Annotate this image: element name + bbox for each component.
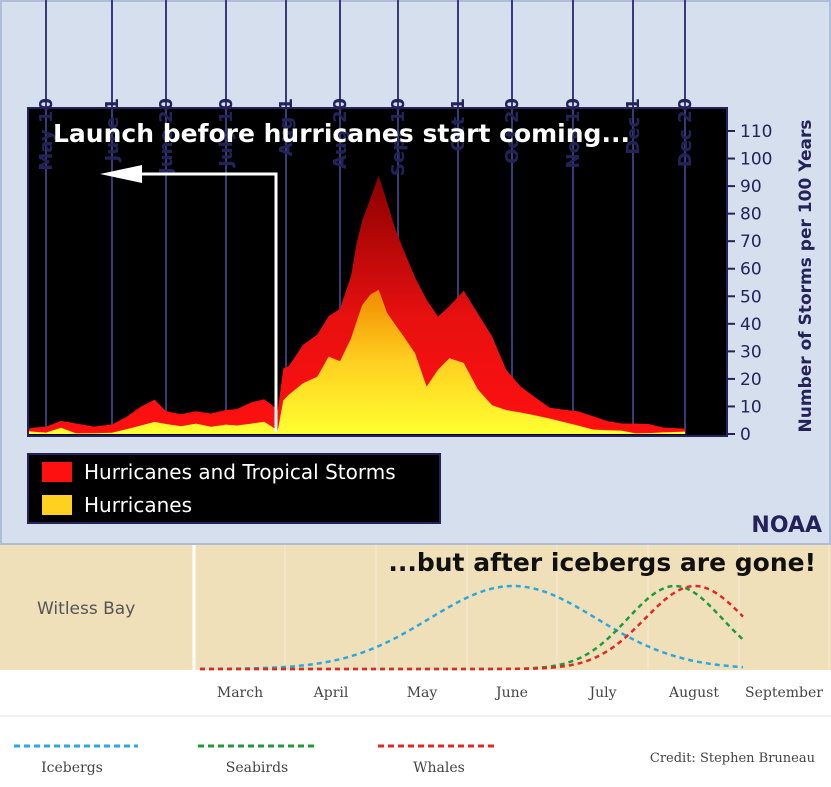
date-tick-label: Dec 1 [623, 98, 644, 155]
y-tick-label: 0 [740, 425, 751, 445]
month-label: September [745, 685, 823, 701]
legend-swatch-storms [42, 462, 72, 482]
area-storms [29, 175, 685, 434]
month-label: June [494, 685, 528, 701]
bruneau-credit: Credit: Stephen Bruneau [650, 751, 815, 766]
y-tick-label: 30 [740, 342, 762, 362]
date-tick-label: June 20 [156, 98, 177, 176]
date-gridlines [45, 0, 686, 434]
y-tick-label: 110 [740, 122, 772, 142]
date-tick-label: Oct 20 [502, 98, 523, 164]
legend-label-icebergs: Icebergs [41, 760, 103, 776]
y-tick-label: 20 [740, 370, 762, 390]
month-label: August [668, 685, 719, 701]
y-tick-label: 80 [740, 205, 762, 225]
date-tick-label: Dec 20 [675, 98, 696, 167]
date-tick-label: June 1 [102, 98, 123, 163]
season-curves [200, 584, 744, 671]
legend-swatch-hurricanes [42, 495, 72, 515]
season-legend: Icebergs Seabirds Whales [14, 744, 498, 776]
date-tick-label: Aug 1 [276, 98, 297, 156]
curve-whales [200, 584, 744, 671]
headline-hurricanes: Launch before hurricanes start coming... [53, 119, 630, 148]
legend: Hurricanes and Tropical Storms Hurricane… [27, 453, 441, 524]
month-labels: March April May June July August September [217, 685, 823, 701]
plot-frame [27, 107, 728, 437]
month-label: March [217, 685, 263, 701]
bay-panel [0, 545, 831, 670]
area-hurricanes [29, 289, 685, 434]
y-tick-label: 50 [740, 287, 762, 307]
month-gridlines [284, 545, 830, 670]
date-tick-label: Oct 1 [448, 98, 469, 151]
date-tick-label: May 10 [36, 98, 57, 171]
date-tick-label: Sept 10 [388, 98, 409, 176]
y-tick-label: 40 [740, 315, 762, 335]
legend-label-whales: Whales [413, 760, 465, 776]
curve-icebergs [200, 584, 744, 671]
date-tick-label: July 10 [216, 98, 237, 169]
legend-label-hurricanes: Hurricanes [84, 493, 192, 517]
date-tick-labels: May 10 June 1 June 20 July 10 Aug 1 Aug 20 Sep… [36, 98, 696, 176]
y-tick-label: 10 [740, 397, 762, 417]
noaa-credit: NOAA [751, 513, 822, 538]
y-axis-label: Number of Storms per 100 Years [796, 120, 816, 433]
legend-label-storms: Hurricanes and Tropical Storms [84, 460, 396, 484]
location-label: Witless Bay [37, 599, 135, 619]
legend-label-seabirds: Seabirds [226, 760, 289, 776]
headline-icebergs: ...but after icebergs are gone! [388, 548, 816, 577]
y-tick-label: 60 [740, 260, 762, 280]
month-label: May [407, 685, 438, 701]
y-tick-label: 90 [740, 177, 762, 197]
month-label: July [587, 685, 616, 701]
storm-areas [29, 175, 685, 434]
month-label: April [313, 685, 349, 701]
y-tick-label: 70 [740, 232, 762, 252]
date-tick-label: Aug 20 [330, 98, 351, 169]
launch-arrow [100, 165, 278, 432]
y-tick-label: 100 [740, 150, 772, 170]
noaa-panel-border [0, 0, 831, 545]
date-tick-label: Nov 10 [563, 98, 584, 168]
y-axis-ticks: 0 10 20 30 40 50 60 70 80 90 100 110 [727, 122, 772, 445]
